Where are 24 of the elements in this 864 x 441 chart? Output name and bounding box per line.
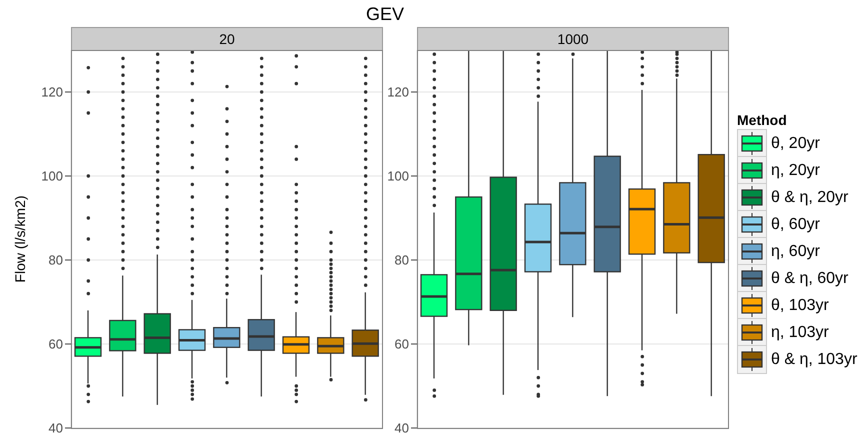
legend-label: η, 20yr xyxy=(771,162,820,180)
y-tick-label: 40 xyxy=(48,420,63,436)
y-tick-label: 120 xyxy=(387,84,409,100)
legend-label: θ & η, 60yr xyxy=(771,270,848,288)
y-tick-label: 60 xyxy=(48,336,63,352)
legend-label: θ, 60yr xyxy=(771,216,820,234)
y-tick-label: 40 xyxy=(394,420,409,436)
y-axis-title: Flow (l/s/km2) xyxy=(12,195,28,283)
legend-label: η, 103yr xyxy=(771,324,829,342)
chart-title: GEV xyxy=(364,4,405,25)
y-tick-label: 60 xyxy=(394,336,409,352)
chart-subtitle: 1000 xyxy=(417,27,729,51)
legend-label: η, 60yr xyxy=(771,242,820,260)
legend-label: θ & η, 20yr xyxy=(771,188,848,206)
y-tick-label: 80 xyxy=(394,252,409,268)
chart-subtitle: 20 xyxy=(71,27,383,51)
legend-label: θ, 20yr xyxy=(771,134,820,152)
y-tick-label: 100 xyxy=(387,168,409,184)
legend-label: θ & η, 103yr xyxy=(771,350,858,368)
y-tick-label: 100 xyxy=(41,168,63,184)
legend-title: Method xyxy=(737,112,788,128)
legend-label: θ, 103yr xyxy=(771,296,829,314)
y-tick-label: 80 xyxy=(48,252,63,268)
y-tick-label: 120 xyxy=(41,84,63,100)
